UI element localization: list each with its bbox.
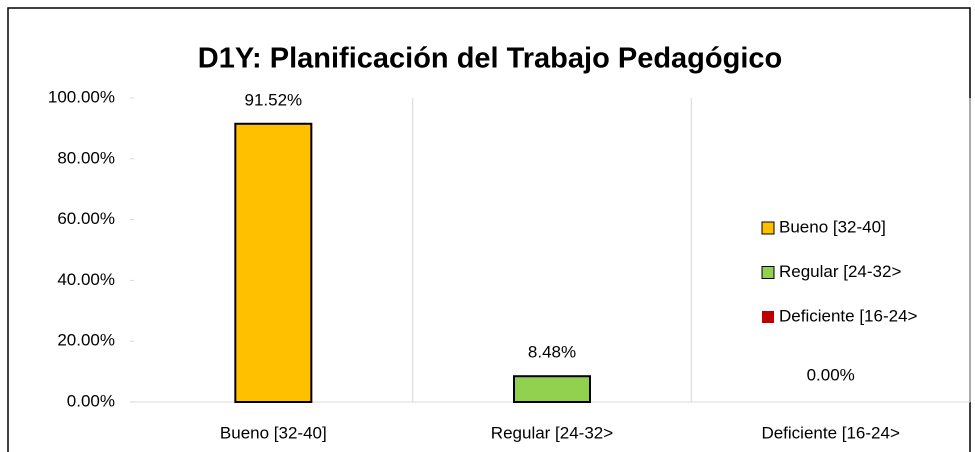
x-tick-label: Deficiente [16-24> (761, 423, 900, 442)
legend-swatch (761, 221, 775, 235)
y-tick-label: 100.00% (48, 87, 115, 106)
y-tick-label: 80.00% (57, 148, 115, 167)
y-tick-label: 0.00% (67, 391, 115, 410)
bar (513, 375, 591, 403)
y-tick-label: 60.00% (57, 209, 115, 228)
y-tick-label: 20.00% (57, 331, 115, 350)
y-tick-label: 40.00% (57, 270, 115, 289)
bar (234, 122, 313, 403)
x-tick-label: Bueno [32-40] (220, 423, 327, 442)
x-tick-label: Regular [24-32> (491, 423, 613, 442)
legend-label: Bueno [32-40] (779, 217, 886, 236)
legend-label: Regular [24-32> (779, 262, 901, 281)
chart-frame (7, 7, 971, 452)
legend-label: Deficiente [16-24> (779, 306, 918, 325)
data-label: 8.48% (528, 343, 576, 362)
chart-title: D1Y: Planificación del Trabajo Pedagógic… (198, 43, 782, 75)
legend-swatch (761, 266, 775, 279)
data-label: 0.00% (807, 365, 855, 384)
data-label: 91.52% (244, 90, 302, 109)
legend-swatch (762, 311, 774, 323)
